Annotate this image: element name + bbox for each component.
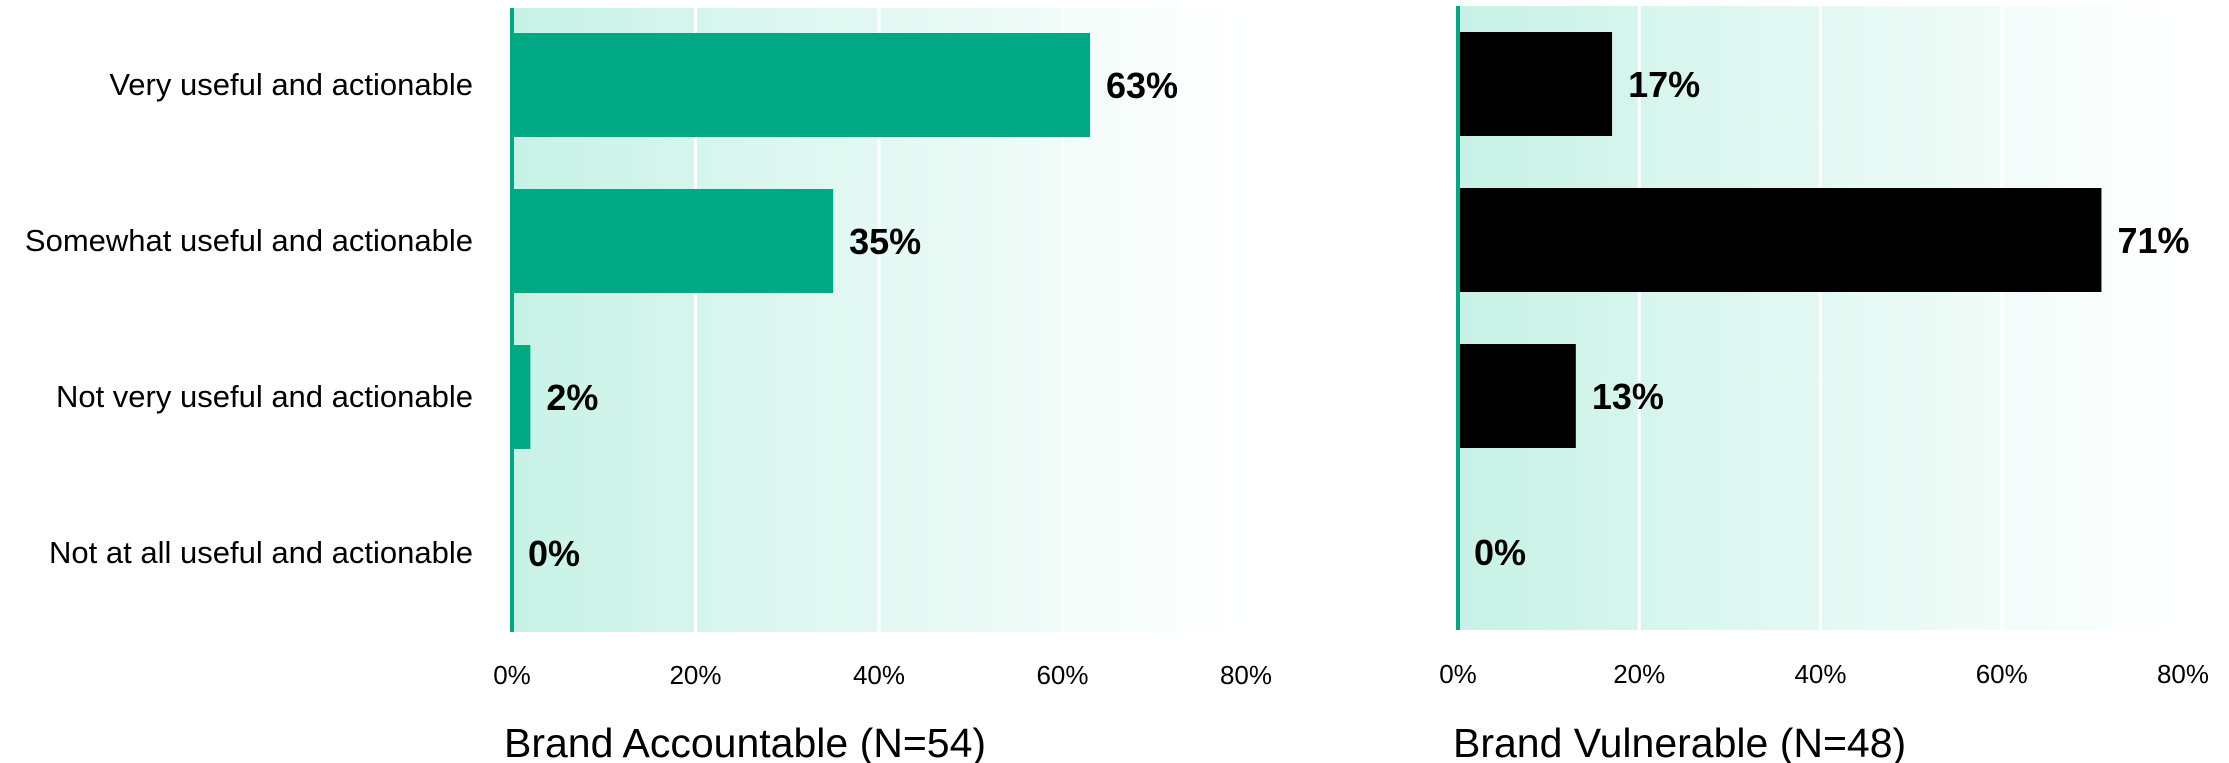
x-tick-label: 80% xyxy=(1220,660,1272,690)
panel-title: Brand Accountable (N=54) xyxy=(504,720,986,763)
x-tick-label: 80% xyxy=(2157,659,2209,689)
x-tick-label: 60% xyxy=(1976,659,2028,689)
x-tick-label: 0% xyxy=(1439,659,1477,689)
category-label: Not at all useful and actionable xyxy=(49,535,473,570)
bar xyxy=(512,189,834,293)
value-label: 63% xyxy=(1106,65,1178,106)
x-tick-label: 40% xyxy=(1794,659,1846,689)
value-label: 35% xyxy=(849,221,921,262)
value-label: 2% xyxy=(546,377,598,418)
value-label: 0% xyxy=(528,533,580,574)
value-label: 13% xyxy=(1592,376,1664,417)
x-tick-label: 20% xyxy=(1613,659,1665,689)
bar xyxy=(1458,32,1613,136)
bar xyxy=(512,33,1091,137)
bar xyxy=(1458,344,1576,448)
x-tick-label: 40% xyxy=(853,660,905,690)
value-label: 17% xyxy=(1628,64,1700,105)
bar xyxy=(512,345,531,449)
category-label: Somewhat useful and actionable xyxy=(25,223,473,258)
bar xyxy=(1458,188,2102,292)
value-label: 0% xyxy=(1474,532,1526,573)
category-label: Not very useful and actionable xyxy=(56,379,473,414)
x-tick-label: 60% xyxy=(1036,660,1088,690)
value-label: 71% xyxy=(2117,220,2189,261)
panel-title: Brand Vulnerable (N=48) xyxy=(1453,720,1906,763)
category-label: Very useful and actionable xyxy=(109,67,473,102)
x-tick-label: 20% xyxy=(669,660,721,690)
x-tick-label: 0% xyxy=(493,660,531,690)
